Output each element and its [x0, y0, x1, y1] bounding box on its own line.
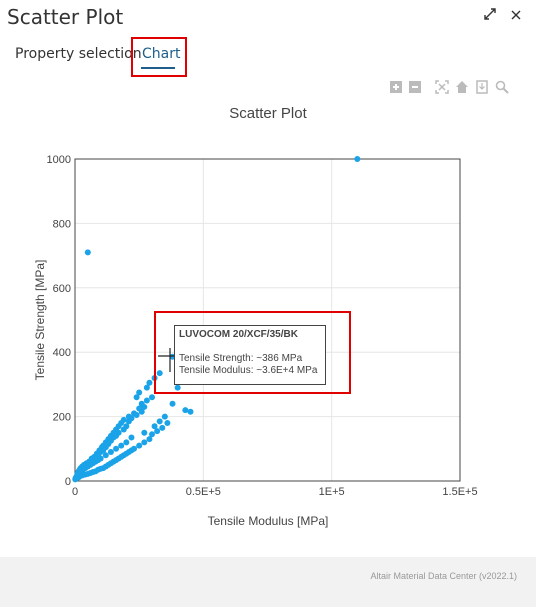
tab-chart[interactable]: Chart: [142, 46, 181, 62]
dialog-title: Scatter Plot: [7, 5, 124, 29]
expand-icon[interactable]: [480, 6, 500, 26]
footer-text: Altair Material Data Center (v2022.1): [370, 571, 517, 581]
data-point[interactable]: [149, 431, 155, 438]
close-icon[interactable]: [506, 6, 526, 26]
y-tick-label: 400: [53, 347, 71, 359]
chart-title: Scatter Plot: [229, 105, 307, 122]
data-point[interactable]: [169, 400, 176, 407]
data-point[interactable]: [156, 418, 163, 425]
zoom-out-icon[interactable]: [408, 80, 422, 94]
data-point[interactable]: [138, 408, 145, 415]
data-point[interactable]: [154, 428, 161, 435]
y-tick-label: 200: [53, 412, 71, 424]
x-tick-label: 0: [72, 486, 78, 498]
data-point[interactable]: [102, 452, 109, 459]
data-point[interactable]: [123, 439, 130, 446]
download-icon[interactable]: [475, 80, 489, 94]
home-icon[interactable]: [455, 80, 469, 94]
data-point[interactable]: [141, 403, 148, 410]
data-point[interactable]: [143, 384, 150, 391]
data-point[interactable]: [156, 370, 163, 377]
data-point[interactable]: [161, 413, 168, 420]
tooltip-highlight: [154, 311, 351, 394]
data-point[interactable]: [136, 442, 143, 449]
x-tick-label: 1E+5: [319, 486, 345, 498]
tooltip-modulus: Tensile Modulus: ~3.6E+4 MPa: [179, 365, 318, 376]
y-tick-label: 1000: [47, 154, 71, 166]
hover-tooltip: LUVOCOM 20/XCF/35/BK Tensile Strength: ~…: [174, 325, 326, 385]
autoscale-icon[interactable]: [435, 80, 449, 94]
zoom-icon[interactable]: [495, 80, 509, 94]
data-point[interactable]: [354, 156, 361, 162]
data-point[interactable]: [151, 423, 158, 430]
data-point[interactable]: [149, 394, 155, 401]
data-point[interactable]: [113, 445, 120, 452]
y-tick-label: 0: [65, 476, 71, 488]
plot-frame: [74, 158, 461, 482]
x-tick-label: 0.5E+5: [186, 486, 221, 498]
x-tick-label: 1.5E+5: [442, 486, 477, 498]
tooltip-title: LUVOCOM 20/XCF/35/BK: [179, 329, 298, 340]
chart-tab-highlight: [131, 37, 187, 77]
data-point[interactable]: [174, 384, 181, 391]
data-point[interactable]: [136, 389, 143, 396]
x-axis-label: Tensile Modulus [MPa]: [208, 514, 329, 528]
tab-property-selection[interactable]: Property selection: [15, 46, 142, 62]
data-point[interactable]: [133, 411, 140, 418]
tooltip-strength: Tensile Strength: ~386 MPa: [179, 353, 303, 364]
footer: Altair Material Data Center (v2022.1): [0, 557, 536, 607]
data-point[interactable]: [164, 420, 171, 427]
data-point[interactable]: [182, 407, 189, 414]
data-point[interactable]: [73, 475, 80, 482]
data-point[interactable]: [143, 397, 150, 404]
data-point[interactable]: [133, 394, 140, 401]
data-point[interactable]: [125, 418, 132, 425]
y-tick-label: 600: [53, 283, 71, 295]
data-point[interactable]: [141, 439, 148, 446]
zoom-in-icon[interactable]: [389, 80, 403, 94]
data-point[interactable]: [187, 408, 194, 415]
data-point[interactable]: [141, 429, 148, 436]
active-tab-indicator: [141, 67, 175, 69]
data-point[interactable]: [146, 379, 153, 386]
data-point[interactable]: [118, 442, 125, 449]
y-tick-label: 800: [53, 218, 71, 230]
data-point[interactable]: [128, 434, 135, 441]
data-point[interactable]: [159, 424, 166, 431]
data-point[interactable]: [146, 436, 153, 443]
data-point[interactable]: [107, 449, 114, 456]
y-axis-label: Tensile Strength [MPa]: [33, 260, 47, 381]
data-point[interactable]: [120, 426, 127, 433]
data-point[interactable]: [84, 249, 91, 256]
scatter-chart: Scatter Plot 0 0.5E+5 1E+5 1.5E+5 0 200 400 600…: [33, 105, 478, 528]
